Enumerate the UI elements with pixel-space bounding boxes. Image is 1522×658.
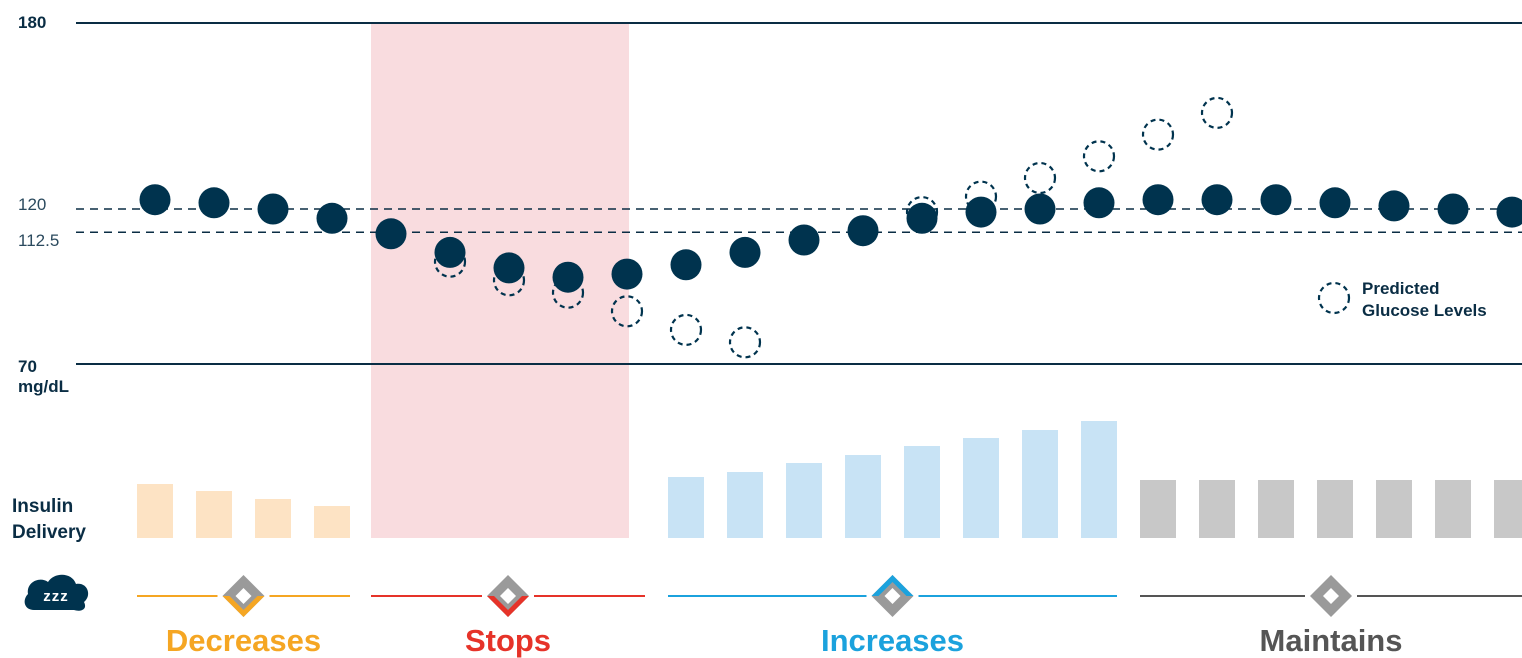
predicted-point — [964, 180, 998, 213]
glucose-point — [552, 261, 584, 293]
glucose-point — [198, 187, 230, 219]
insulin-bar — [196, 491, 232, 538]
diamond-inner-icon — [500, 588, 516, 604]
insulin-bar — [137, 484, 173, 538]
predicted-point — [433, 245, 467, 278]
glucose-point — [670, 249, 702, 281]
insulin-delivery-label-line2: Delivery — [12, 522, 86, 543]
diamond-accent-icon — [487, 596, 529, 617]
glucose-point — [1260, 184, 1292, 216]
insulin-bar — [1376, 480, 1412, 538]
legend-label-line2: Glucose Levels — [1362, 301, 1487, 320]
y-axis-unit: mg/dL — [18, 377, 69, 396]
diamond-inner-icon — [884, 588, 901, 604]
mode-increases: Increases — [668, 575, 1117, 658]
glucose-point — [434, 236, 466, 268]
legend-predicted-marker — [1317, 281, 1351, 315]
insulin-bar — [1081, 421, 1117, 538]
predicted-point — [1141, 118, 1175, 151]
predicted-point — [551, 276, 585, 309]
insulin-bar — [1258, 480, 1294, 538]
glucose-point — [257, 193, 289, 225]
glucose-point — [847, 215, 879, 247]
y-tick-70: 70 — [18, 357, 37, 376]
insulin-bar — [255, 499, 291, 538]
glucose-point — [1024, 193, 1056, 225]
predicted-point — [905, 196, 939, 229]
legend-label-line1: Predicted — [1362, 279, 1439, 298]
glucose-point — [1378, 190, 1410, 222]
sleep-badge: zzz — [24, 574, 89, 611]
insulin-bar — [1494, 480, 1522, 538]
insulin-bar — [1140, 480, 1176, 538]
cloud-icon — [24, 574, 89, 611]
glucose-point — [1437, 193, 1469, 225]
glucose-point — [611, 258, 643, 290]
glucose-point — [788, 224, 820, 256]
glucose-point — [316, 202, 348, 234]
insulin-bar — [845, 455, 881, 538]
insulin-delivery-label: Insulin — [12, 496, 73, 517]
glucose-point — [139, 184, 171, 216]
glucose-point — [1496, 196, 1522, 228]
glucose-point — [375, 218, 407, 250]
mode-decreases: Decreases — [137, 575, 350, 658]
glucose-point — [906, 202, 938, 234]
diamond-accent-icon — [871, 575, 914, 596]
insulin-bar — [1199, 480, 1235, 538]
predicted-point — [1200, 96, 1234, 130]
glucose-point — [1201, 184, 1233, 216]
diamond-inner-icon — [1323, 588, 1339, 604]
glucose-point — [965, 196, 997, 228]
insulin-bar — [727, 472, 763, 538]
mode-label-maintains: Maintains — [1260, 623, 1403, 658]
mode-stops: Stops — [371, 575, 645, 658]
sleep-label: zzz — [43, 588, 69, 605]
glucose-point — [1319, 187, 1351, 219]
insulin-bar — [963, 438, 999, 538]
insulin-bar — [1435, 480, 1471, 538]
mode-label-stops: Stops — [465, 623, 551, 658]
predicted-point — [610, 295, 644, 328]
y-tick-180: 180 — [18, 13, 46, 32]
insulin-bar — [314, 506, 350, 538]
glucose-point — [493, 252, 525, 284]
mode-label-decreases: Decreases — [166, 623, 321, 658]
insulin-bar — [1317, 480, 1353, 538]
predicted-point — [492, 264, 526, 297]
insulin-bar — [668, 477, 704, 538]
mode-maintains: Maintains — [1140, 575, 1522, 658]
predicted-point — [669, 313, 703, 346]
glucose-point — [729, 236, 761, 268]
predicted-point — [1082, 140, 1116, 173]
insulin-bar — [786, 463, 822, 538]
glucose-point — [1142, 184, 1174, 216]
y-tick-120: 120 — [18, 195, 46, 214]
y-tick-112-5: 112.5 — [18, 231, 59, 250]
glucose-point — [1083, 187, 1115, 219]
insulin-bar — [904, 446, 940, 538]
predicted-point — [728, 326, 762, 359]
legend: Predicted Glucose Levels — [1317, 279, 1487, 320]
diamond-inner-icon — [235, 588, 252, 604]
mode-label-increases: Increases — [821, 623, 964, 658]
predicted-point — [1023, 161, 1057, 195]
insulin-bar — [1022, 430, 1058, 538]
diamond-accent-icon — [222, 596, 265, 617]
